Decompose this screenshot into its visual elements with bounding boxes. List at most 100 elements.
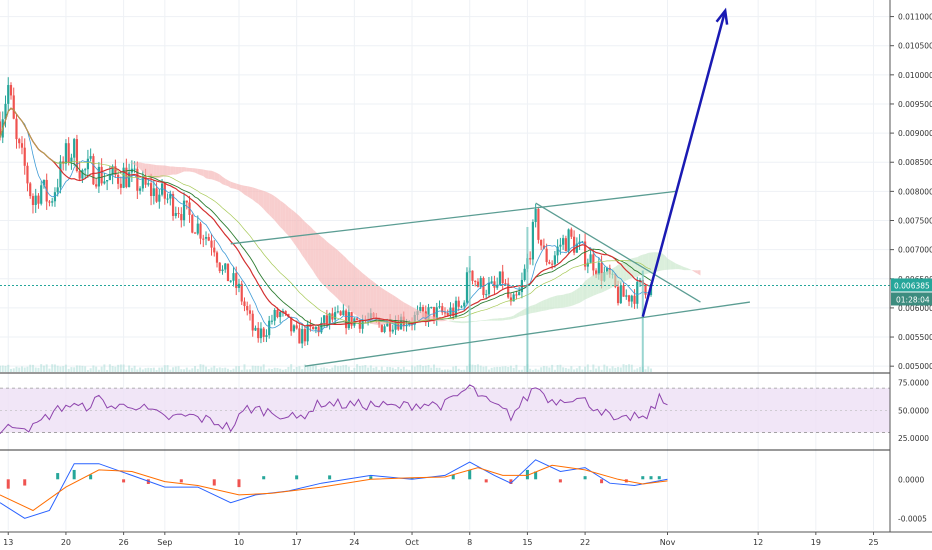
candle <box>279 310 282 324</box>
cloud-segment <box>662 253 665 271</box>
volume-bar <box>427 364 430 372</box>
candle-body <box>567 229 570 252</box>
candle <box>84 167 87 180</box>
rsi-panel[interactable] <box>0 384 890 435</box>
candle <box>529 251 532 265</box>
price-tick-label: 0.009500 <box>898 100 932 109</box>
volume-bar <box>95 366 98 372</box>
cloud-segment <box>175 166 179 175</box>
volume-bar <box>578 366 581 372</box>
volume-bar <box>584 366 587 372</box>
volume-bar <box>45 364 48 372</box>
candle-body <box>474 280 477 282</box>
cloud-segment <box>192 168 196 173</box>
cloud-segment <box>326 241 330 292</box>
cloud-segment <box>587 276 591 299</box>
current-price-box <box>891 278 932 292</box>
candle-body <box>42 179 46 186</box>
volume-bar <box>67 368 70 372</box>
price-panel[interactable] <box>0 77 890 372</box>
date-tick-label: 8 <box>467 538 472 547</box>
candle-body <box>138 188 142 191</box>
volume-bar <box>243 364 246 372</box>
cloud-segment <box>167 165 171 176</box>
cloud-segment <box>148 163 152 177</box>
cloud-segment <box>472 320 476 323</box>
cloud-segment <box>260 190 264 210</box>
volume-bar <box>562 367 565 372</box>
volume-bar <box>114 366 117 372</box>
volume-bar <box>622 364 625 372</box>
cloud-segment <box>412 306 415 323</box>
volume-bar <box>12 368 15 372</box>
cloud-segment <box>145 163 149 176</box>
macd-histogram-bar <box>534 471 538 480</box>
volume-bar <box>199 364 202 372</box>
cloud-segment <box>560 294 564 308</box>
volume-bar <box>419 364 422 372</box>
cloud-segment <box>390 293 393 324</box>
forecast-arrow-head <box>715 7 729 25</box>
volume-bar <box>290 364 293 372</box>
candle <box>636 276 639 309</box>
price-tick-label: 0.008000 <box>898 187 932 196</box>
candle-body <box>51 201 54 203</box>
candle-body <box>174 213 177 216</box>
candle-body <box>163 183 166 199</box>
volume-bar <box>292 369 295 372</box>
volume-bar <box>548 367 551 372</box>
candle <box>158 189 161 209</box>
cloud-segment <box>582 280 586 302</box>
candle-body <box>383 326 386 332</box>
date-tick-label: 10 <box>234 538 244 547</box>
candle-body <box>540 239 543 246</box>
candle-body <box>213 247 216 253</box>
candle-body <box>246 306 249 311</box>
volume-bar <box>449 369 452 372</box>
cloud-segment <box>697 270 701 276</box>
candle-body <box>254 327 257 331</box>
cloud-segment <box>598 273 602 294</box>
candle <box>325 309 328 328</box>
volume-bar <box>446 369 449 372</box>
candle-body <box>625 295 628 297</box>
candle-body <box>202 238 205 240</box>
volume-bar <box>586 364 589 372</box>
candle-body <box>20 143 24 148</box>
candle-body <box>509 297 513 302</box>
candle-body <box>284 311 287 314</box>
volume-bar <box>194 366 197 372</box>
candle <box>31 193 35 214</box>
date-tick-label: 19 <box>811 538 821 547</box>
candle-body <box>512 294 515 302</box>
candle <box>51 197 54 207</box>
volume-bar <box>78 365 81 372</box>
candle <box>193 231 197 234</box>
candle-body <box>182 200 186 221</box>
cloud-segment <box>197 168 201 176</box>
volume-bar <box>31 364 34 372</box>
volume-bar <box>221 368 224 372</box>
candle-body <box>29 183 32 197</box>
cloud-segment <box>291 209 294 244</box>
cloud-segment <box>486 319 489 321</box>
cloud-segment <box>346 258 349 310</box>
candle <box>4 95 7 128</box>
volume-bar <box>636 368 639 372</box>
macd-panel[interactable] <box>0 459 668 519</box>
candle <box>630 294 633 308</box>
volume-bar <box>619 367 622 372</box>
cloud-segment <box>445 320 448 322</box>
candle <box>487 276 491 298</box>
volume-bar <box>647 366 650 372</box>
candle-body <box>303 329 307 342</box>
volume-bar <box>325 368 328 372</box>
candle <box>221 265 224 275</box>
cloud-segment <box>271 194 275 221</box>
candle-body <box>136 168 139 191</box>
cloud-segment <box>134 162 138 167</box>
volume-bar <box>358 366 361 372</box>
cloud-segment <box>131 162 135 165</box>
candle-body <box>199 223 202 239</box>
volume-bar <box>397 367 400 372</box>
